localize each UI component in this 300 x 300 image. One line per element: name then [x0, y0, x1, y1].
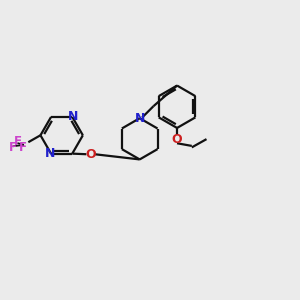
Text: N: N: [45, 147, 56, 160]
Text: F: F: [14, 135, 21, 148]
Text: N: N: [134, 112, 145, 125]
Text: N: N: [68, 110, 78, 123]
Text: F: F: [18, 141, 26, 154]
Text: O: O: [85, 148, 96, 161]
Text: F: F: [9, 141, 17, 154]
Text: O: O: [172, 133, 182, 146]
